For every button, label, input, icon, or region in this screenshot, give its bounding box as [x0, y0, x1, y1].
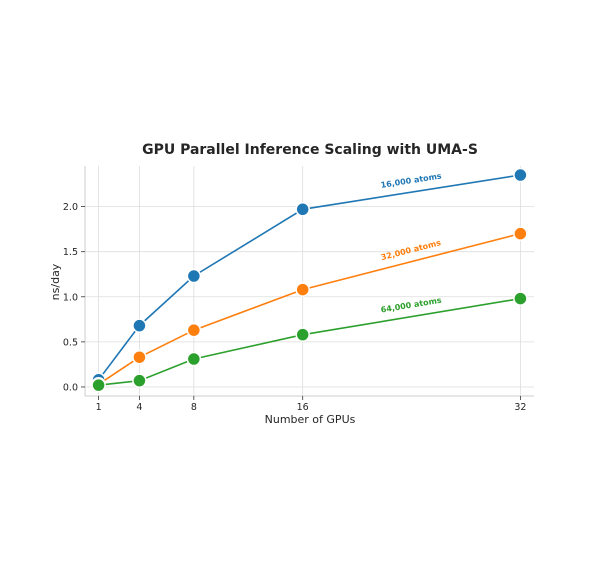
data-point: [186, 268, 202, 284]
y-axis-label: ns/day: [49, 263, 62, 300]
data-point: [186, 351, 202, 367]
data-point: [132, 318, 147, 333]
data-point: [295, 202, 310, 217]
x-tick-label: 1: [96, 402, 102, 413]
x-tick-label: 16: [297, 402, 309, 413]
y-tick-label: 0.5: [63, 337, 78, 348]
chart-title: GPU Parallel Inference Scaling with UMA-…: [142, 142, 478, 158]
data-point: [91, 377, 106, 393]
y-tick-label: 2.0: [63, 202, 78, 213]
y-tick-label: 1.5: [63, 247, 78, 258]
y-axis-ticks: 0.0 0.5 1.0 1.5 2.0: [63, 202, 85, 393]
data-point: [186, 322, 202, 338]
data-point: [132, 373, 147, 388]
data-point: [513, 226, 528, 241]
x-tick-label: 32: [514, 402, 526, 413]
data-point: [132, 349, 147, 365]
x-tick-label: 4: [136, 402, 142, 413]
data-point: [295, 327, 310, 342]
data-point: [295, 282, 310, 297]
y-tick-label: 1.0: [63, 292, 78, 303]
x-tick-label: 8: [191, 402, 197, 413]
x-axis-label: Number of GPUs: [265, 413, 356, 426]
axes-spines: [84, 166, 534, 397]
data-point: [513, 167, 528, 183]
x-axis-ticks: 1 4 8 16 32: [96, 396, 526, 413]
data-point: [513, 291, 528, 306]
y-tick-label: 0.0: [63, 382, 78, 393]
